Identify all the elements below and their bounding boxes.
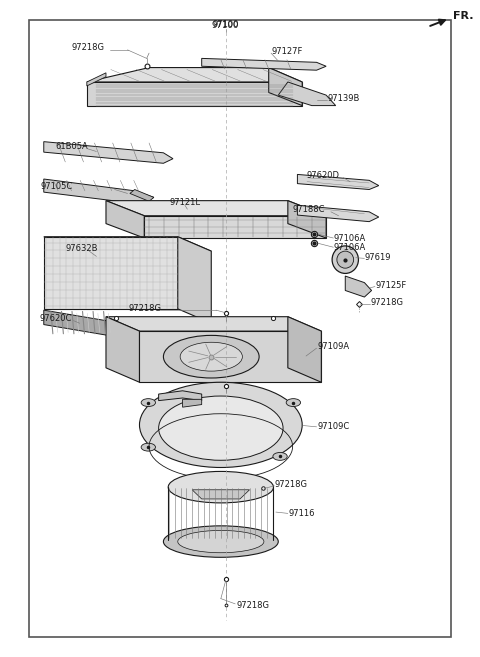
Polygon shape xyxy=(298,174,379,189)
Ellipse shape xyxy=(163,526,278,557)
Polygon shape xyxy=(269,68,302,106)
Polygon shape xyxy=(278,82,336,106)
Polygon shape xyxy=(130,189,154,201)
Polygon shape xyxy=(144,215,326,238)
Polygon shape xyxy=(178,237,211,323)
Bar xyxy=(29,20,451,637)
Polygon shape xyxy=(288,317,321,382)
Text: 97218G: 97218G xyxy=(129,304,162,313)
Ellipse shape xyxy=(178,530,264,553)
Ellipse shape xyxy=(163,335,259,378)
Ellipse shape xyxy=(168,527,274,552)
Ellipse shape xyxy=(180,342,242,371)
Text: 97106A: 97106A xyxy=(334,242,366,252)
Text: 97632B: 97632B xyxy=(66,244,98,253)
Polygon shape xyxy=(106,200,326,215)
Ellipse shape xyxy=(332,246,359,273)
Text: 97139B: 97139B xyxy=(327,94,360,103)
Polygon shape xyxy=(44,237,211,251)
Polygon shape xyxy=(87,73,106,86)
Ellipse shape xyxy=(141,399,156,407)
Text: 97100: 97100 xyxy=(213,20,239,29)
Text: 97188C: 97188C xyxy=(293,206,325,214)
Text: 97218G: 97218G xyxy=(236,600,269,610)
Text: FR.: FR. xyxy=(453,11,473,22)
Polygon shape xyxy=(158,391,202,401)
Ellipse shape xyxy=(140,382,302,468)
Polygon shape xyxy=(106,317,140,382)
Text: 97109A: 97109A xyxy=(317,342,349,351)
Text: 97125F: 97125F xyxy=(375,281,407,290)
Text: 97218G: 97218G xyxy=(72,43,105,53)
Text: 97105C: 97105C xyxy=(40,183,72,191)
Text: 97127F: 97127F xyxy=(272,47,303,56)
Text: 97218G: 97218G xyxy=(275,480,308,489)
Polygon shape xyxy=(44,310,120,335)
Polygon shape xyxy=(44,179,154,204)
Polygon shape xyxy=(182,399,202,407)
Text: 97106A: 97106A xyxy=(334,233,366,242)
Ellipse shape xyxy=(337,251,354,268)
Polygon shape xyxy=(140,331,321,382)
Polygon shape xyxy=(87,82,302,106)
Polygon shape xyxy=(44,142,173,164)
Polygon shape xyxy=(202,58,326,70)
Polygon shape xyxy=(106,200,144,238)
Text: 97620C: 97620C xyxy=(40,314,72,323)
Text: 97620D: 97620D xyxy=(307,171,340,180)
Polygon shape xyxy=(345,276,372,297)
Polygon shape xyxy=(192,489,250,499)
Text: 97116: 97116 xyxy=(288,509,315,518)
Text: 61B05A: 61B05A xyxy=(55,142,88,150)
Polygon shape xyxy=(106,317,321,331)
Ellipse shape xyxy=(273,453,287,461)
Polygon shape xyxy=(44,237,178,309)
Text: 97100: 97100 xyxy=(212,21,240,30)
Text: 97218G: 97218G xyxy=(371,298,404,307)
Text: 97109C: 97109C xyxy=(317,422,349,432)
Ellipse shape xyxy=(286,399,300,407)
Text: 97121L: 97121L xyxy=(169,198,200,207)
Ellipse shape xyxy=(168,472,274,503)
Text: 97619: 97619 xyxy=(365,252,391,261)
Polygon shape xyxy=(87,68,302,82)
Polygon shape xyxy=(288,200,326,238)
Ellipse shape xyxy=(158,396,283,461)
Ellipse shape xyxy=(141,443,156,451)
Polygon shape xyxy=(298,205,379,221)
